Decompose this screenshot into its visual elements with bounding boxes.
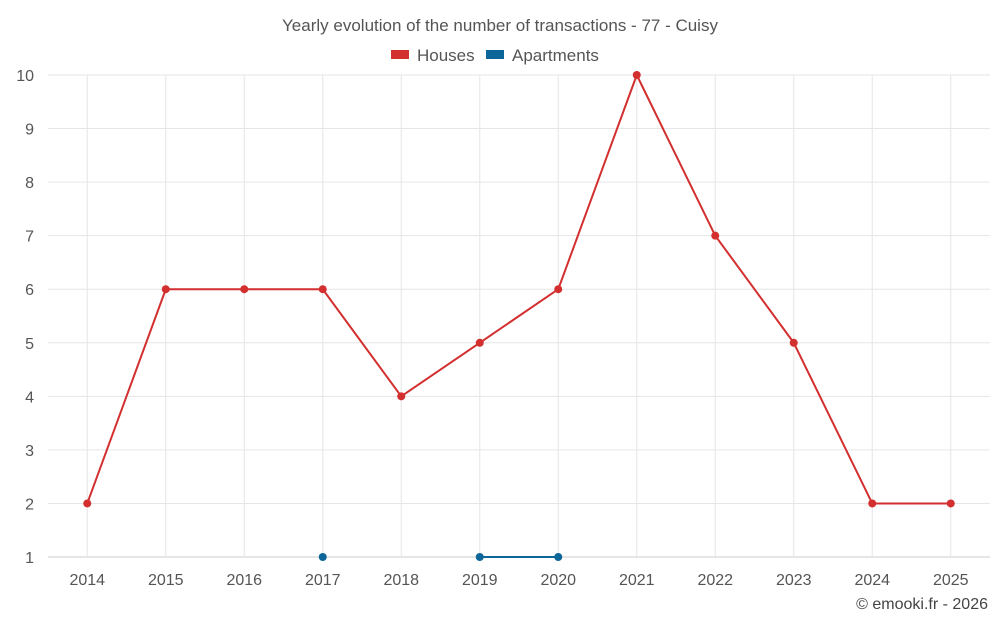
data-point-houses-2021[interactable] bbox=[632, 71, 641, 79]
y-tick-label: 5 bbox=[25, 336, 34, 353]
y-axis-ticks: 1 2 3 4 5 6 7 8 9 10 bbox=[16, 68, 34, 567]
legend-swatch-apartments bbox=[486, 50, 504, 59]
data-point-apartments-2019[interactable] bbox=[475, 553, 484, 561]
data-point-houses-2023[interactable] bbox=[789, 338, 798, 347]
data-point-houses-2025[interactable] bbox=[946, 499, 955, 508]
y-tick-label: 4 bbox=[25, 389, 34, 406]
data-point-houses-2016[interactable] bbox=[240, 285, 249, 294]
x-tick-label: 2018 bbox=[383, 572, 419, 589]
legend-label-apartments[interactable]: Apartments bbox=[512, 46, 599, 65]
data-point-apartments-2020[interactable] bbox=[554, 553, 563, 561]
x-tick-label: 2014 bbox=[69, 572, 105, 589]
x-axis-ticks: 2014 2015 2016 2017 2018 2019 2020 2021 2022 2023… bbox=[69, 572, 968, 589]
credit-text: © emooki.fr - 2026 bbox=[856, 596, 988, 613]
data-point-houses-2014[interactable] bbox=[83, 499, 92, 508]
data-point-houses-2018[interactable] bbox=[397, 392, 406, 401]
y-tick-label: 6 bbox=[25, 282, 34, 299]
data-point-houses-2024[interactable] bbox=[868, 499, 877, 508]
data-point-houses-2015[interactable] bbox=[161, 285, 170, 294]
y-tick-label: 2 bbox=[25, 496, 34, 513]
chart-title: Yearly evolution of the number of transa… bbox=[282, 16, 718, 35]
x-tick-label: 2022 bbox=[697, 572, 733, 589]
x-tick-label: 2015 bbox=[148, 572, 184, 589]
legend: Houses Apartments bbox=[391, 46, 599, 65]
y-tick-label: 7 bbox=[25, 229, 34, 246]
y-tick-label: 8 bbox=[25, 175, 34, 192]
y-tick-label: 9 bbox=[25, 122, 34, 139]
series-group bbox=[83, 71, 955, 561]
x-tick-label: 2023 bbox=[776, 572, 812, 589]
y-tick-label: 1 bbox=[25, 550, 34, 567]
data-point-houses-2017[interactable] bbox=[318, 285, 327, 294]
legend-label-houses[interactable]: Houses bbox=[417, 46, 475, 65]
data-point-apartments-2017[interactable] bbox=[318, 553, 327, 561]
data-point-houses-2019[interactable] bbox=[475, 338, 484, 347]
y-tick-label: 3 bbox=[25, 443, 34, 460]
x-tick-label: 2016 bbox=[226, 572, 262, 589]
y-tick-label: 10 bbox=[16, 68, 34, 85]
x-tick-label: 2025 bbox=[933, 572, 969, 589]
x-tick-label: 2020 bbox=[540, 572, 576, 589]
x-tick-label: 2019 bbox=[462, 572, 498, 589]
x-tick-label: 2021 bbox=[619, 572, 655, 589]
series-line-houses bbox=[86, 74, 951, 505]
data-point-houses-2020[interactable] bbox=[554, 285, 563, 294]
legend-swatch-houses bbox=[391, 50, 409, 59]
data-point-houses-2022[interactable] bbox=[711, 231, 720, 240]
x-tick-label: 2024 bbox=[854, 572, 890, 589]
x-tick-label: 2017 bbox=[305, 572, 341, 589]
